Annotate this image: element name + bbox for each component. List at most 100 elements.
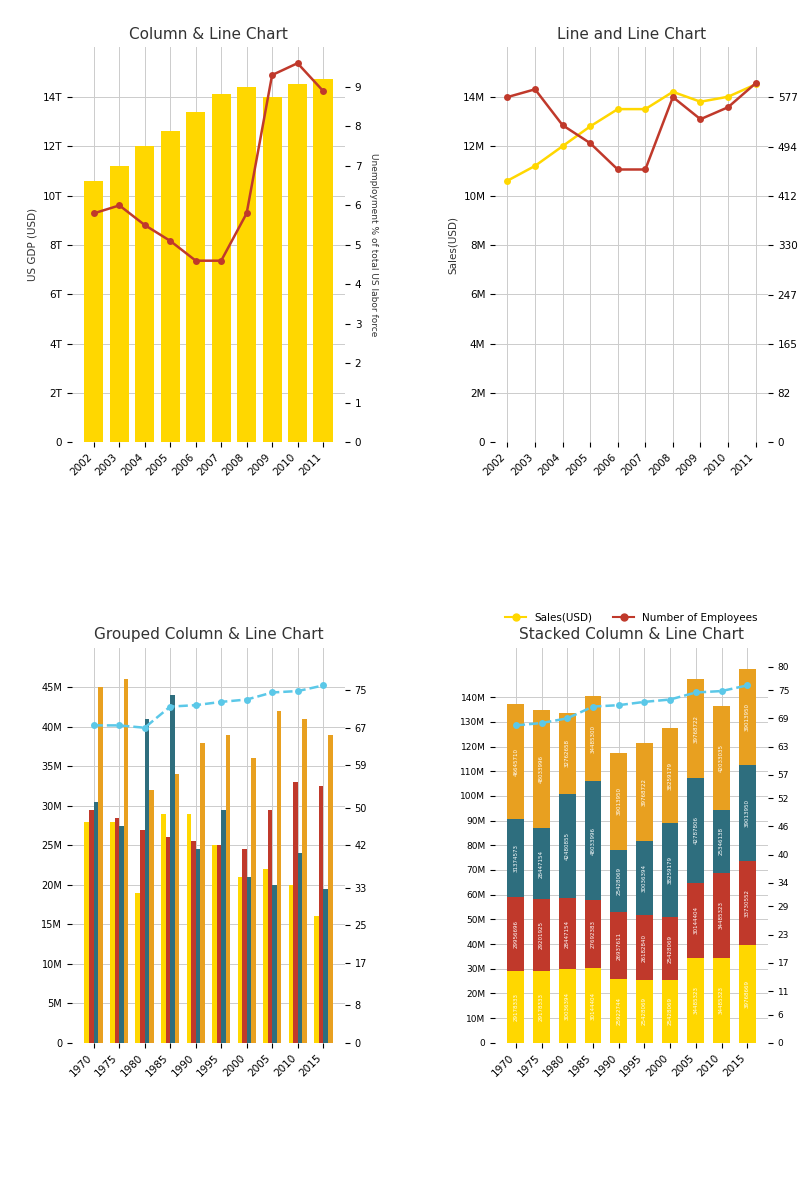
Bar [662,729,678,822]
Bar [277,711,282,1043]
Bar [98,687,102,1043]
Bar [238,877,242,1043]
Text: 26182840: 26182840 [642,934,647,962]
Text: 39013950: 39013950 [745,703,750,731]
Bar [559,794,576,898]
Text: 30144404: 30144404 [694,907,698,935]
Text: 39768669: 39768669 [745,980,750,1007]
Bar [585,968,602,1043]
Bar [533,828,550,898]
Bar [298,853,302,1043]
Y-axis label: US GDP (USD): US GDP (USD) [27,209,38,282]
Bar [262,97,282,442]
Bar [507,819,524,897]
Text: 29956696: 29956696 [514,920,518,948]
Text: 48033996: 48033996 [590,827,595,854]
Text: 34485323: 34485323 [719,986,724,1014]
Text: 25922744: 25922744 [616,997,621,1025]
Bar [94,802,98,1043]
Bar [124,679,128,1043]
Bar [662,980,678,1043]
Bar [610,979,627,1043]
Text: 32762658: 32762658 [565,739,570,767]
Bar [302,719,307,1043]
Bar [170,696,174,1043]
Bar [263,869,268,1043]
Bar [314,916,318,1043]
Bar [318,786,323,1043]
Bar [687,777,704,883]
Text: 38259179: 38259179 [667,856,673,884]
Bar [507,897,524,971]
Bar [85,821,89,1043]
Bar [135,146,154,442]
Legend: Sales(USD), Number of Employees: Sales(USD), Number of Employees [501,608,762,627]
Text: 42480855: 42480855 [565,832,570,860]
Legend: US GDP (USD), Unemployment % of total US labor force: US GDP (USD), Unemployment % of total US… [84,648,333,683]
Y-axis label: Sales(USD): Sales(USD) [448,216,458,274]
Bar [294,782,298,1043]
Bar [89,809,94,1043]
Bar [636,980,653,1043]
Bar [174,774,179,1043]
Bar [687,957,704,1043]
Text: 29178333: 29178333 [539,993,544,1020]
Bar [739,668,755,766]
Bar [610,850,627,912]
Bar [140,830,145,1043]
Bar [145,719,150,1043]
Text: 42787806: 42787806 [694,816,698,845]
Bar [272,885,277,1043]
Bar [186,111,206,442]
Bar [150,790,154,1043]
Bar [610,754,627,850]
Text: 39768722: 39768722 [642,779,647,806]
Text: 27692383: 27692383 [590,921,595,948]
Text: 33730552: 33730552 [745,889,750,917]
Bar [85,181,103,442]
Title: Stacked Column & Line Chart: Stacked Column & Line Chart [519,628,744,642]
Bar [636,841,653,915]
Bar [119,826,124,1043]
Text: 31374573: 31374573 [514,844,518,872]
Bar [636,915,653,980]
Bar [217,845,222,1043]
Bar [166,838,170,1043]
Text: 28447154: 28447154 [565,920,570,948]
Bar [533,898,550,971]
Text: 46645710: 46645710 [514,748,518,776]
Title: Line and Line Chart: Line and Line Chart [557,27,706,41]
Bar [585,781,602,901]
Bar [328,735,333,1043]
Bar [507,971,524,1043]
Bar [186,814,191,1043]
Bar [289,885,294,1043]
Text: 25428069: 25428069 [667,935,673,962]
Text: 34485300: 34485300 [590,725,595,752]
Bar [200,743,205,1043]
Bar [585,901,602,968]
Title: Grouped Column & Line Chart: Grouped Column & Line Chart [94,628,323,642]
Text: 39013950: 39013950 [616,787,621,815]
Bar [687,883,704,957]
Bar [110,821,114,1043]
Text: 34485323: 34485323 [719,901,724,929]
Y-axis label: Unemployment % of total US labor force: Unemployment % of total US labor force [369,153,378,337]
Bar [246,877,251,1043]
Bar [212,845,217,1043]
Text: 29178333: 29178333 [514,993,518,1020]
Text: 25428069: 25428069 [667,998,673,1025]
Text: 25428069: 25428069 [616,867,621,895]
Bar [713,811,730,872]
Text: 34485323: 34485323 [694,986,698,1014]
Bar [222,809,226,1043]
Bar [114,818,119,1043]
Text: 42033035: 42033035 [719,744,724,773]
Bar [110,166,129,442]
Bar [226,735,230,1043]
Bar [191,841,196,1043]
Bar [610,912,627,979]
Bar [662,917,678,980]
Bar [323,889,328,1043]
Text: 26937611: 26937611 [616,931,621,960]
